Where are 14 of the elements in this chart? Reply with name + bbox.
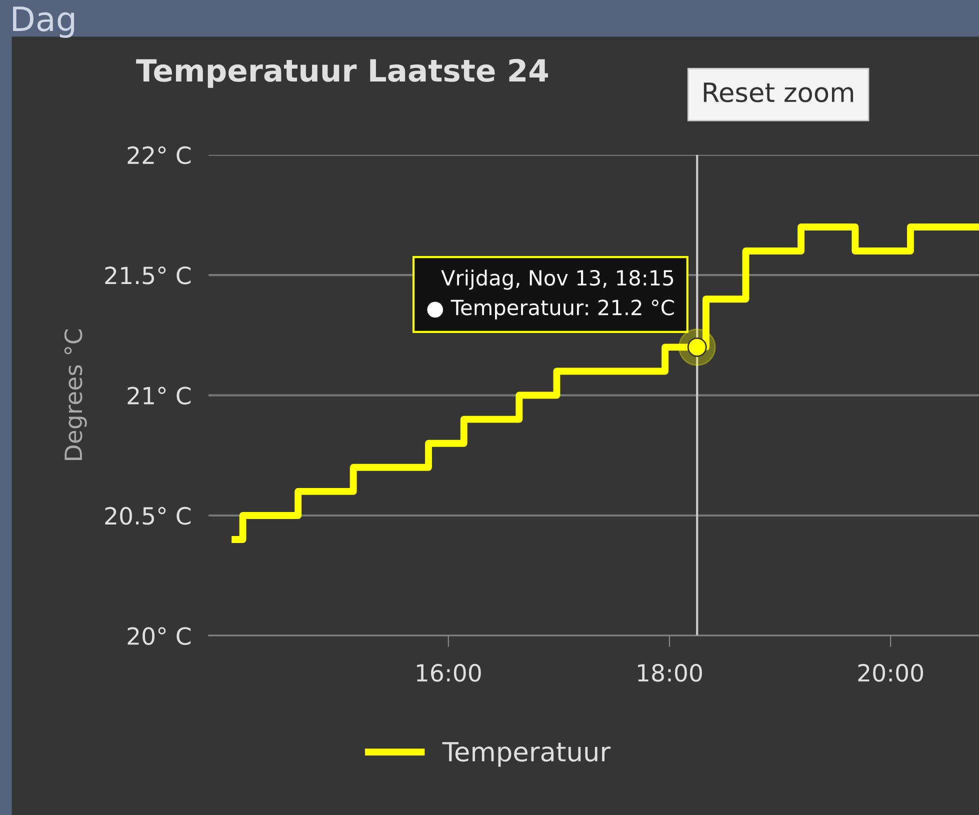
y-tick-label: 20° C: [128, 627, 191, 646]
annotation: Vrijdag, Nov 13, 18:15 ● Temperatuur: 21.2 °C: [427, 270, 674, 320]
y-tick-label: 22° C: [128, 146, 191, 164]
text: Dag: [13, 6, 74, 38]
y-tick-label: 20.5° C: [105, 506, 191, 525]
x-tick-label: 16:00: [416, 664, 481, 682]
y-axis-title: Degrees °C: [64, 330, 87, 460]
x-tick-label: 20:00: [858, 664, 924, 682]
legend-label: Temperatuur: [442, 742, 611, 767]
chart-title: Temperatuur Laatste 24: [136, 58, 548, 88]
text: Reset zoom: [704, 82, 854, 102]
y-tick-label: 21° C: [128, 386, 191, 405]
x-tick-label: 18:00: [638, 664, 702, 682]
y-tick-label: 21.5° C: [105, 266, 191, 284]
